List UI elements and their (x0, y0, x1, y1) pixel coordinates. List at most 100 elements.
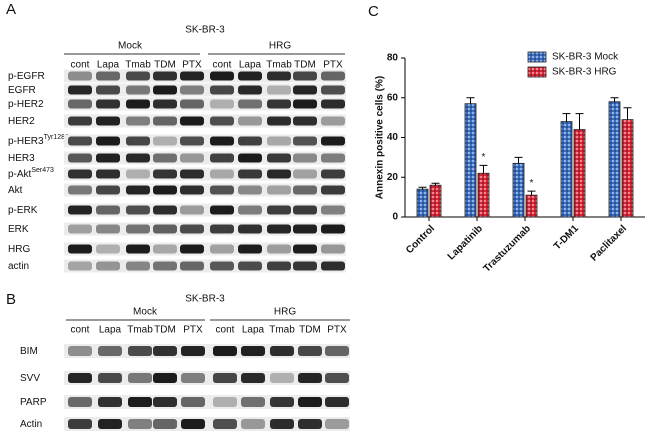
band (298, 346, 322, 356)
band (238, 85, 262, 95)
band (68, 419, 92, 429)
panel-label: A (6, 1, 16, 18)
band (126, 205, 150, 215)
band (126, 244, 150, 254)
band (238, 153, 262, 163)
band (153, 419, 177, 429)
band (153, 136, 177, 146)
row-label: HRG (8, 244, 30, 255)
row-label: p-EGFR (8, 71, 45, 82)
row-text: HER2 (8, 116, 35, 127)
band (298, 373, 322, 383)
lane-label: Tmab (125, 60, 151, 71)
bar (512, 162, 525, 218)
band (238, 136, 262, 146)
error-bar (610, 97, 619, 102)
x-tick-label: Lapatinib (446, 223, 485, 262)
band (267, 153, 291, 163)
band (68, 185, 92, 195)
row-label: p-HER3Tyr1289 (8, 134, 69, 147)
lane-label: PTX (183, 325, 203, 336)
band (96, 261, 120, 271)
band (238, 169, 262, 179)
band (180, 99, 204, 109)
band (96, 116, 120, 126)
band (68, 205, 92, 215)
band (270, 373, 294, 383)
band (210, 205, 234, 215)
group-label: Mock (118, 41, 143, 52)
band (153, 346, 177, 356)
y-tick-label: 0 (392, 212, 398, 223)
row-text: BIM (20, 346, 38, 357)
band (68, 224, 92, 234)
lane-label: cont (71, 325, 90, 336)
panel-label: C (368, 3, 379, 20)
band (325, 419, 349, 429)
band (181, 419, 205, 429)
band (238, 205, 262, 215)
band (68, 153, 92, 163)
blot-title: SK-BR-3 (185, 25, 225, 36)
band (96, 224, 120, 234)
group-label: HRG (274, 307, 296, 318)
y-axis-label: Annexin positive cells (%) (375, 76, 386, 199)
band (238, 244, 262, 254)
band (270, 419, 294, 429)
band (96, 136, 120, 146)
row-label: BIM (20, 346, 38, 357)
band (96, 153, 120, 163)
band (293, 205, 317, 215)
error-bar (575, 113, 584, 130)
row-label: ERK (8, 224, 29, 235)
band (267, 205, 291, 215)
lane-label: PTX (323, 60, 343, 71)
band (180, 71, 204, 81)
band (267, 224, 291, 234)
band (126, 261, 150, 271)
group-label: HRG (269, 41, 291, 52)
band (210, 136, 234, 146)
band (181, 346, 205, 356)
band (180, 169, 204, 179)
band (180, 244, 204, 254)
lane-label: Lapa (242, 325, 265, 336)
bar (429, 184, 442, 218)
group-label: Mock (133, 307, 158, 318)
y-tick-label: 40 (387, 132, 399, 143)
band (153, 397, 177, 407)
band (153, 244, 177, 254)
band (321, 205, 345, 215)
band (153, 224, 177, 234)
band (293, 116, 317, 126)
band (293, 71, 317, 81)
band (181, 373, 205, 383)
band (126, 136, 150, 146)
legend-swatch (527, 66, 547, 78)
row-text: EGFR (8, 85, 36, 96)
band (210, 99, 234, 109)
band (96, 185, 120, 195)
annotation: * (530, 178, 534, 189)
error-bar (514, 156, 523, 164)
band (293, 261, 317, 271)
band (181, 397, 205, 407)
bar (560, 121, 573, 218)
band (96, 169, 120, 179)
band (321, 224, 345, 234)
lane-label: Tmab (269, 325, 295, 336)
band (210, 71, 234, 81)
band (126, 153, 150, 163)
annotation: * (482, 152, 486, 163)
row-text: ERK (8, 224, 29, 235)
error-bar (623, 107, 632, 120)
band (210, 153, 234, 163)
row-sup: Ser473 (31, 167, 54, 174)
error-bar (479, 164, 488, 174)
row-label: SVV (20, 373, 40, 384)
band (68, 116, 92, 126)
band (128, 346, 152, 356)
bar (416, 188, 429, 218)
row-label: HER3 (8, 153, 35, 164)
